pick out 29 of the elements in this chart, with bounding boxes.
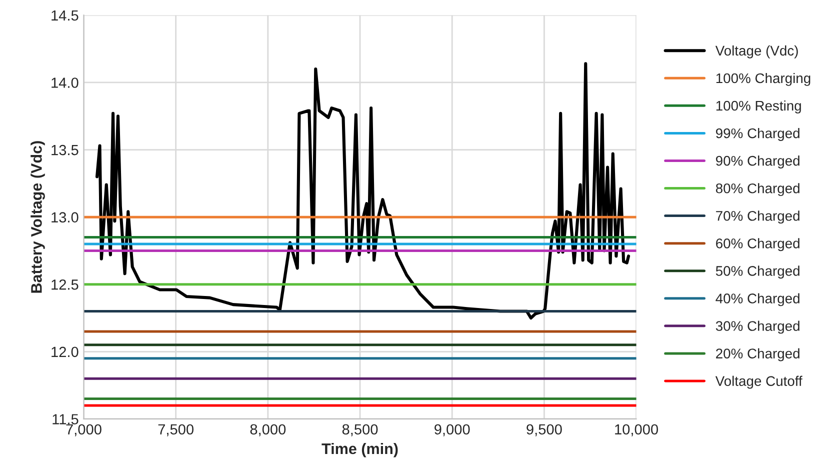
x-tick-label: 9,500 [526, 424, 562, 436]
y-tick-label: 13.0 [52, 212, 78, 223]
legend-label: Voltage (Vdc) [715, 45, 798, 58]
x-axis-title: Time (min) [322, 442, 398, 458]
legend-label: 30% Charged [716, 320, 800, 334]
y-axis-title: Battery Voltage (Vdc) [30, 141, 45, 293]
x-tick-label: 7,500 [158, 424, 194, 436]
y-tick-label: 14.5 [52, 10, 78, 21]
x-tick-label: 7,000 [66, 424, 102, 436]
x-tick-label: 10,000 [615, 424, 658, 436]
y-tick-label: 12.0 [52, 346, 78, 358]
y-tick-label: 14.0 [52, 78, 78, 88]
legend-label: 50% Charged [716, 266, 800, 279]
y-tick-label: 12.5 [52, 279, 78, 290]
legend-label: 20% Charged [716, 348, 800, 362]
y-tick-label: 13.5 [52, 144, 78, 156]
legend-label: 90% Charged [716, 156, 800, 168]
y-tick-label: 11.5 [52, 414, 78, 424]
legend-label: 80% Charged [716, 183, 800, 196]
x-tick-label: 9,000 [434, 424, 470, 436]
legend-label: 100% Charging [716, 72, 810, 86]
legend-label: 99% Charged [716, 128, 800, 141]
legend-label: 60% Charged [716, 238, 800, 252]
legend-label: 70% Charged [716, 210, 800, 224]
x-tick-label: 8,500 [342, 424, 378, 436]
legend-label: Voltage Cutoff [715, 376, 802, 389]
legend-label: 40% Charged [716, 293, 800, 306]
legend-label: 100% Resting [716, 100, 801, 114]
x-tick-label: 8,000 [250, 424, 286, 436]
